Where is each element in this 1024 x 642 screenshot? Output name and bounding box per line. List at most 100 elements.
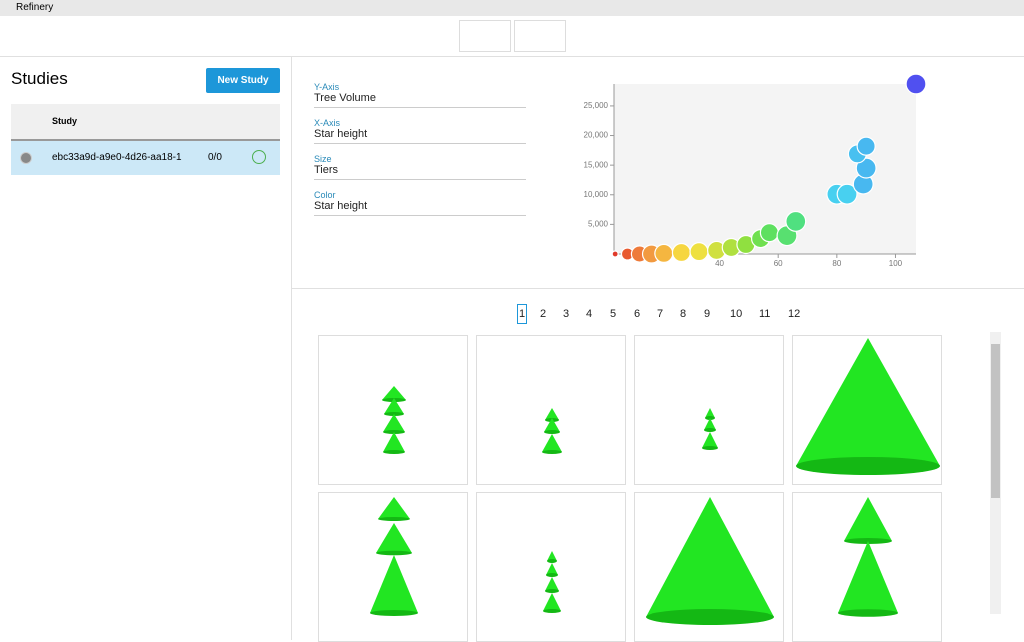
tree-tier-base (376, 550, 412, 556)
tree-tier (545, 577, 559, 591)
page-link[interactable]: 11 (759, 308, 771, 320)
result-card[interactable] (318, 335, 468, 485)
page-link[interactable]: 10 (730, 308, 743, 320)
tree-tier (546, 563, 558, 575)
divider (292, 288, 1024, 289)
result-card[interactable] (634, 335, 784, 485)
tree-tier-base (704, 428, 716, 432)
field-label: Size (314, 154, 332, 164)
bubble[interactable] (905, 73, 927, 95)
field-label: X-Axis (314, 118, 341, 128)
x-tick-label: 100 (889, 259, 903, 268)
new-study-button[interactable]: New Study (206, 68, 280, 93)
page-link[interactable]: 12 (788, 308, 801, 320)
x-tick-label: 60 (774, 259, 783, 268)
radio[interactable] (20, 152, 32, 164)
field: Y-Axis Tree Volume (314, 82, 526, 118)
page-link[interactable]: 2 (540, 308, 547, 320)
scrollbar[interactable] (990, 332, 1001, 614)
field-value[interactable]: Tree Volume (314, 92, 526, 108)
tree-tier (384, 398, 404, 414)
tree-tier-base (546, 573, 558, 577)
x-tick-label: 40 (715, 259, 724, 268)
field-value[interactable]: Star height (314, 200, 526, 216)
y-tick-label: 20,000 (584, 131, 609, 140)
tree-tier (545, 408, 559, 420)
header-cell: Study (52, 116, 78, 126)
tree-tier (383, 414, 405, 432)
page-link[interactable]: 1 (517, 304, 528, 324)
tree-tier (646, 497, 774, 617)
page-link[interactable]: 7 (657, 308, 664, 320)
tree-tier (796, 338, 940, 466)
tree-tier-base (545, 589, 559, 593)
study-row[interactable]: ebc33a9d-a9e0-4d26-aa18-1 0/0 (11, 141, 280, 175)
bubble[interactable] (836, 183, 858, 205)
tree-tier-base (702, 446, 718, 450)
bubble[interactable] (856, 136, 876, 156)
y-tick-label: 10,000 (584, 190, 609, 199)
tree-tier-base (544, 430, 560, 434)
result-card[interactable] (792, 492, 942, 642)
field: Color Star height (314, 190, 526, 226)
chart-view-button[interactable] (514, 20, 566, 52)
tree-tier (844, 497, 892, 541)
field-label: Y-Axis (314, 82, 340, 92)
tree-tier (542, 434, 562, 452)
y-tick-label: 5,000 (588, 219, 609, 228)
result-card[interactable] (318, 492, 468, 642)
tree-tier (378, 497, 410, 519)
bubble[interactable] (654, 243, 674, 264)
tree-tier-base (547, 559, 557, 563)
tree-tier (383, 432, 405, 452)
tree-tier-base (542, 450, 562, 454)
tree-tier (704, 418, 716, 430)
tree-tier (370, 555, 418, 613)
sidebar-title: Studies (11, 69, 68, 88)
scroll-thumb[interactable] (991, 344, 1000, 498)
tree-tier-base (370, 610, 418, 616)
result-card[interactable] (476, 492, 626, 642)
tree-tier-base (646, 609, 774, 625)
result-card[interactable] (792, 335, 942, 485)
tree-tier (705, 408, 715, 418)
bubble[interactable] (759, 223, 779, 243)
study-progress: 0/0 (208, 152, 222, 163)
status-icon (252, 150, 266, 164)
field-value[interactable]: Tiers (314, 164, 526, 180)
title-bar: Refinery (0, 0, 1024, 16)
window-title: Refinery (16, 2, 54, 13)
tree-tier (543, 593, 561, 611)
table-header: Study (11, 104, 280, 141)
bubble[interactable] (671, 242, 692, 263)
tree-tier (382, 386, 406, 400)
scatter-chart: 5,000 10,000 15,000 20,000 25,000 40 60 80 100 (584, 73, 927, 268)
tree-tier (838, 541, 898, 613)
result-card[interactable] (476, 335, 626, 485)
study-name: ebc33a9d-a9e0-4d26-aa18-1 (52, 152, 182, 163)
page-link[interactable]: 8 (680, 308, 687, 320)
sidebar: Studies New Study Study ebc33a9d-a9e0-4d… (0, 57, 292, 640)
bubble[interactable] (689, 242, 709, 262)
x-tick-label: 80 (832, 259, 841, 268)
page-link[interactable]: 4 (586, 308, 593, 320)
tree-tier-base (378, 517, 410, 521)
toolbar (0, 16, 1024, 57)
tree-tier (376, 523, 412, 553)
page-link[interactable]: 5 (610, 308, 617, 320)
grid-view-button[interactable] (459, 20, 511, 52)
bubble[interactable] (611, 250, 619, 258)
tree-tier (547, 551, 557, 561)
result-card[interactable] (634, 492, 784, 642)
bubble[interactable] (785, 210, 807, 232)
tree-tier (702, 432, 718, 448)
y-tick-label: 25,000 (584, 101, 609, 110)
bubble[interactable] (855, 157, 877, 179)
field-label: Color (314, 190, 336, 200)
page-link[interactable]: 9 (704, 308, 711, 320)
tree-tier-base (796, 457, 940, 475)
page-link[interactable]: 6 (634, 308, 641, 320)
page-link[interactable]: 3 (563, 308, 570, 320)
field-value[interactable]: Star height (314, 128, 526, 144)
